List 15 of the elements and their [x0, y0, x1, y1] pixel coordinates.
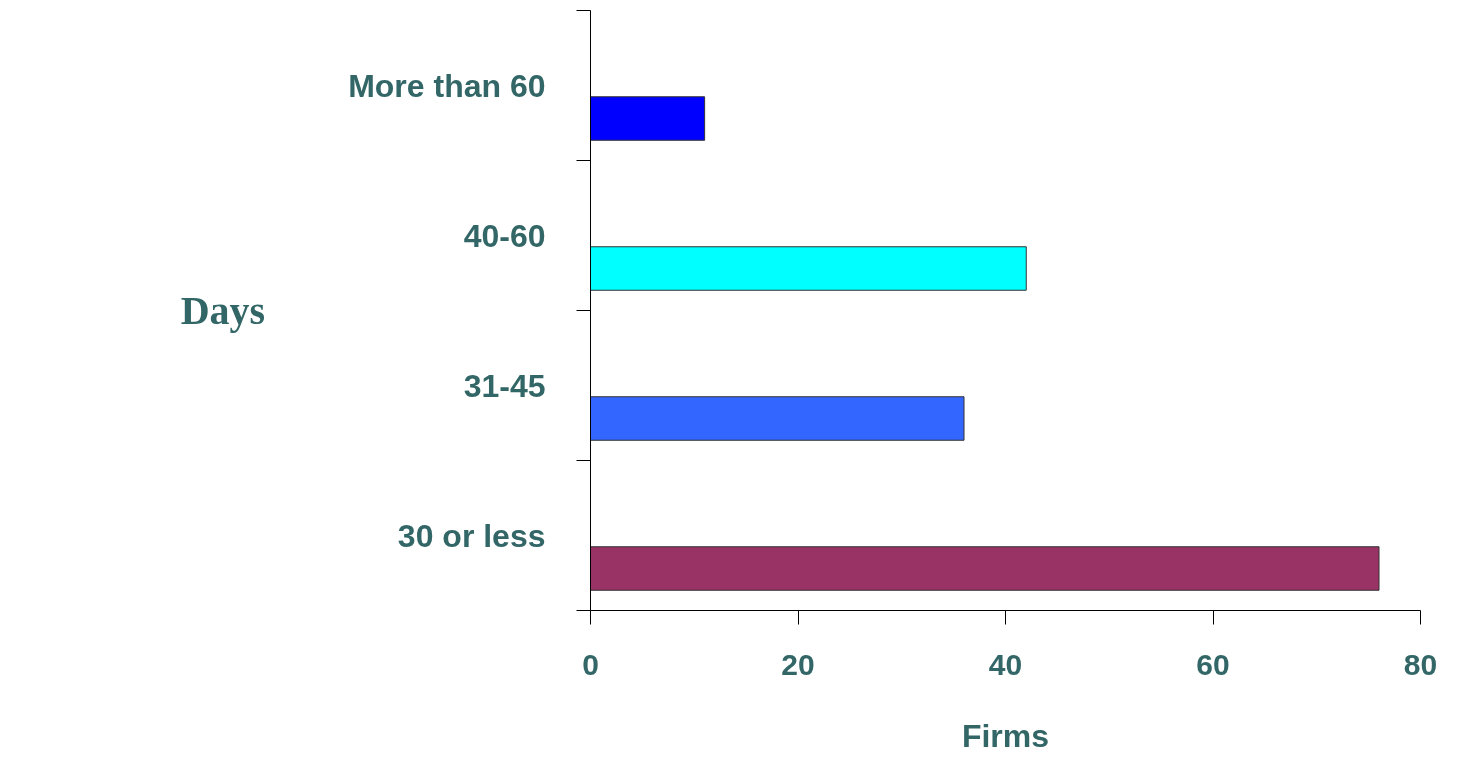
bar — [590, 396, 965, 441]
y-tick-label: 30 or less — [397, 517, 546, 554]
y-tick-label: 40-60 — [463, 217, 546, 254]
x-tick-label: 0 — [582, 647, 599, 681]
x-tick-label: 20 — [781, 647, 815, 681]
x-tick-label: 60 — [1196, 647, 1230, 681]
x-tick-label: 40 — [988, 647, 1023, 681]
x-axis-title: Firms — [961, 717, 1050, 754]
y-tick-label: 31-45 — [463, 367, 546, 404]
bar — [590, 246, 1027, 291]
y-tick-label: More than 60 — [348, 67, 546, 104]
bar — [590, 96, 706, 141]
x-tick-label: 80 — [1403, 647, 1438, 681]
bar — [590, 546, 1380, 591]
y-axis-title: Days — [180, 288, 266, 333]
